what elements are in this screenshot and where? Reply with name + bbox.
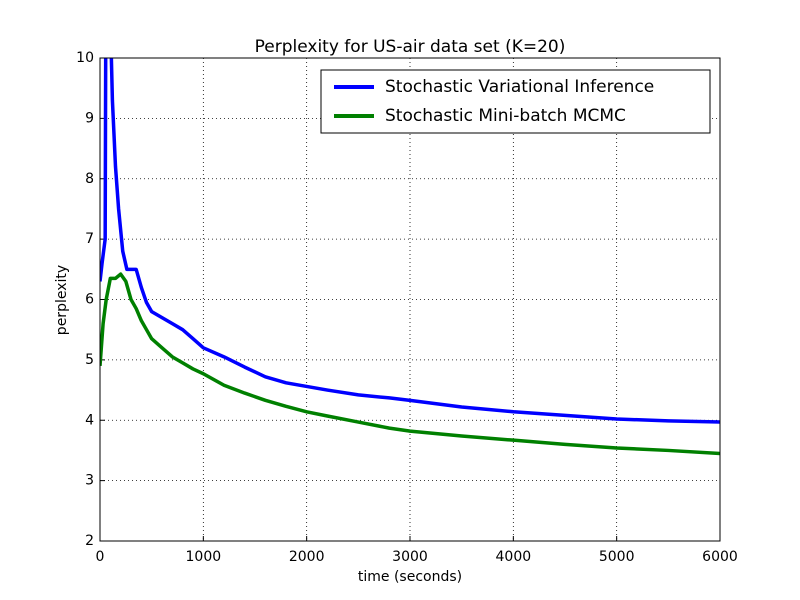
plot-area: [100, 58, 720, 456]
y-tick-label: 9: [85, 110, 94, 126]
y-tick-label: 3: [85, 473, 94, 489]
plot-frame: [99, 57, 721, 542]
legend-label: Stochastic Mini-batch MCMC: [385, 106, 626, 126]
x-tick-label: 4000: [496, 549, 532, 565]
y-axis-label: perplexity: [54, 265, 70, 335]
y-tick-label: 5: [85, 352, 94, 368]
y-tick-label: 6: [85, 292, 94, 308]
x-tick-label: 3000: [392, 549, 428, 565]
y-tick-label: 8: [85, 171, 94, 187]
series-line: [100, 58, 720, 424]
x-axis-label: time (seconds): [358, 569, 462, 585]
x-tick-label: 1000: [186, 549, 222, 565]
chart-title: Perplexity for US-air data set (K=20): [255, 37, 566, 57]
series-line: [100, 272, 720, 456]
x-tick-label: 2000: [289, 549, 325, 565]
y-tick-label: 7: [85, 231, 94, 247]
legend-box: [320, 69, 711, 134]
y-tick-label: 4: [85, 412, 94, 428]
y-tick-label: 2: [85, 533, 94, 549]
x-tick-label: 5000: [599, 549, 635, 565]
legend-label: Stochastic Variational Inference: [385, 77, 654, 97]
y-tick-label: 10: [76, 50, 94, 66]
x-tick-label: 0: [96, 549, 105, 565]
x-tick-label: 6000: [702, 549, 738, 565]
